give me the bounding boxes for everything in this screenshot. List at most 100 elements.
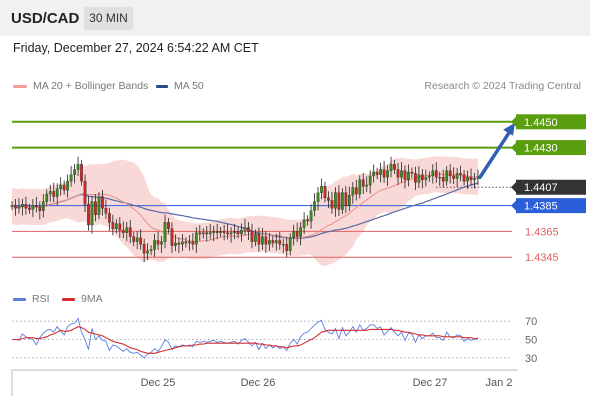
candle-body [365, 184, 369, 187]
candle-body [316, 192, 320, 202]
x-tick-label: Dec 26 [241, 377, 276, 389]
candle-body [337, 192, 341, 210]
candle-body [299, 227, 302, 237]
candle-body [452, 175, 456, 179]
candle-body [306, 219, 309, 222]
candle-body [69, 174, 73, 182]
candle-body [438, 177, 442, 179]
legend-ma20-label: MA 20 + Bollinger Bands [33, 80, 149, 92]
candle-body [441, 177, 445, 182]
candle-body [368, 175, 372, 186]
candle-body [295, 231, 299, 237]
candle-body [302, 219, 306, 228]
candle-body [261, 236, 264, 245]
legend-rsi-label: RSI [32, 293, 50, 305]
level-label-support: 1.4345 [525, 252, 559, 264]
candle-body [163, 222, 167, 242]
candle-body [267, 240, 271, 245]
x-tick-label: Jan 2 [486, 377, 513, 389]
candle-body [382, 169, 386, 178]
candle-body [160, 241, 163, 245]
candle-body [341, 192, 344, 210]
current-label-box-2 [516, 179, 586, 195]
candle-body [118, 223, 122, 231]
symbol-title: USD/CAD [11, 10, 80, 27]
candle-body [62, 184, 66, 191]
candle-body [38, 206, 42, 211]
candle-body [257, 233, 261, 245]
candle-body [243, 227, 247, 231]
candle-body [146, 250, 149, 254]
candle-body [240, 229, 243, 235]
candle-body [389, 164, 393, 171]
candle-body [469, 177, 473, 180]
candle-body [52, 191, 56, 197]
candle-body [233, 231, 236, 233]
candle-body [24, 204, 28, 209]
candle-body [229, 232, 233, 235]
candle-body [121, 229, 125, 233]
legend-rsi: RSI [13, 293, 50, 305]
candle-body [177, 242, 181, 245]
research-credit: Research © 2024 Trading Central [424, 80, 581, 92]
x-tick-label: Dec 25 [141, 377, 176, 389]
ma50-swatch [156, 84, 168, 88]
candle-body [334, 192, 337, 209]
candle-body [101, 196, 104, 209]
candle-body [184, 241, 188, 244]
candle-body [114, 223, 118, 229]
resistance-label-box-1 [516, 140, 586, 156]
candle-body [330, 200, 334, 209]
candle-body [473, 178, 476, 180]
candle-body [407, 171, 410, 180]
candle-body [285, 244, 289, 251]
candle-body [194, 232, 198, 245]
candle-body [254, 233, 257, 242]
candle-body [386, 170, 389, 178]
candle-body [320, 186, 323, 193]
candle-body [431, 170, 435, 177]
bollinger-band [12, 156, 478, 266]
candle-body [201, 232, 205, 235]
candle-body [396, 169, 400, 178]
chart-datetime: Friday, December 27, 2024 6:54:22 AM CET [13, 41, 259, 55]
candle-body [222, 231, 226, 233]
candle-body [403, 170, 407, 180]
current-label-pointer-2 [511, 182, 516, 193]
candle-body [358, 179, 362, 195]
candle-body [466, 177, 469, 182]
candle-body [327, 197, 330, 201]
level-label-resistance: 1.4430 [524, 143, 558, 155]
candle-body [445, 170, 449, 182]
candle-body [14, 205, 17, 209]
candle-body [236, 231, 240, 235]
candle-body [167, 222, 170, 229]
candle-body [174, 242, 177, 246]
candle-body [80, 164, 83, 182]
candle-body [448, 170, 452, 177]
candle-body [83, 180, 87, 205]
level-label-current: 1.4407 [524, 182, 558, 194]
rsi-tick-label: 70 [525, 316, 537, 328]
candle-body [188, 241, 191, 244]
candle-body [361, 179, 365, 187]
candle-body [125, 227, 129, 233]
candle-body [66, 180, 69, 191]
candle-body [393, 164, 396, 170]
candle-body [462, 174, 466, 182]
legend-ma20: MA 20 + Bollinger Bands [13, 80, 148, 92]
x-tick-label: Dec 27 [413, 377, 448, 389]
candle-body [410, 171, 414, 174]
candle-body [41, 201, 45, 211]
candle-body [264, 236, 268, 245]
candle-body [87, 204, 90, 226]
candle-body [375, 171, 379, 175]
candle-body [76, 164, 80, 170]
candle-body [59, 184, 63, 190]
rsi-tick-label: 30 [525, 353, 537, 365]
candle-body [139, 237, 143, 245]
candle-body [274, 240, 278, 244]
timeframe-button[interactable]: 30 MIN [84, 7, 133, 30]
candle-body [198, 232, 202, 235]
